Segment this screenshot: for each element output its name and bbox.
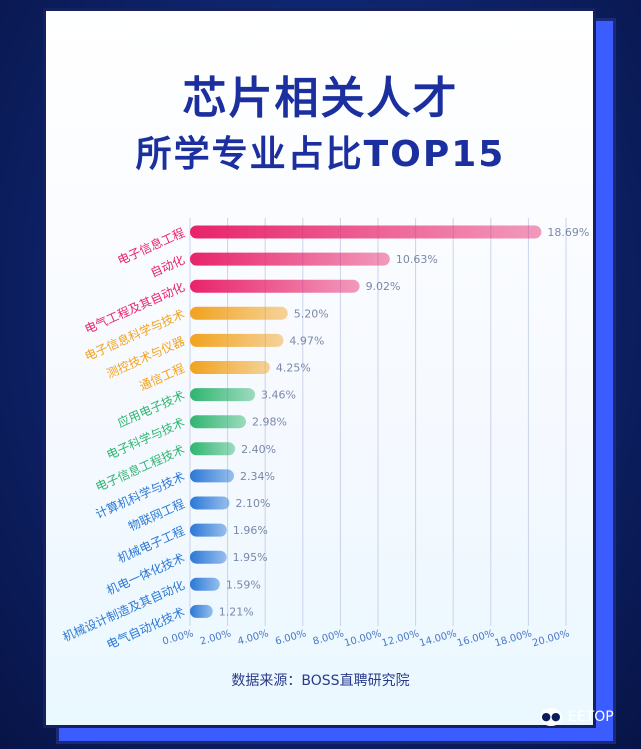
bar <box>190 306 288 320</box>
x-tick-label: 16.00% <box>456 628 496 649</box>
value-label: 1.59% <box>226 578 261 591</box>
chart-subtitle: 所学专业占比TOP15 <box>135 134 506 175</box>
value-label: 10.63% <box>396 253 438 266</box>
value-label: 2.98% <box>252 416 287 429</box>
bar <box>190 496 230 510</box>
bar <box>190 279 360 293</box>
value-label: 4.97% <box>289 334 324 347</box>
bar <box>190 361 270 374</box>
value-label: 9.02% <box>366 280 401 293</box>
logo-text: EETOP <box>568 709 614 725</box>
bar <box>190 442 236 456</box>
value-label: 4.25% <box>276 362 311 375</box>
bar <box>190 252 390 266</box>
x-tick-label: 8.00% <box>312 628 346 647</box>
grid <box>189 218 567 626</box>
category-label: 自动化 <box>148 253 187 280</box>
bar <box>190 550 227 564</box>
category-labels: 电子信息工程自动化电气工程及其自动化电子信息科学与技术测控技术与仪器通信工程应用… <box>60 225 187 652</box>
value-label: 3.46% <box>261 389 296 402</box>
value-label: 2.34% <box>240 470 275 483</box>
x-tick-label: 18.00% <box>494 628 534 649</box>
value-label: 1.96% <box>233 524 268 537</box>
bars <box>190 225 542 618</box>
bar <box>190 577 220 591</box>
x-tick-label: 20.00% <box>531 628 571 649</box>
bar <box>190 388 256 402</box>
x-tick-label: 12.00% <box>381 628 421 649</box>
x-tick-labels: 0.00% 2.00% 4.00% 6.00% 8.00%10.00%12.00%14.… <box>161 628 571 649</box>
x-tick-label: 14.00% <box>418 628 458 649</box>
value-label: 1.21% <box>219 605 254 618</box>
x-tick-label: 6.00% <box>274 628 308 647</box>
bar <box>190 604 213 618</box>
value-label: 5.20% <box>294 307 329 320</box>
wechat-icon: ●● <box>540 708 562 726</box>
x-tick-label: 2.00% <box>199 628 233 647</box>
card <box>43 8 596 728</box>
value-label: 1.95% <box>233 551 268 564</box>
value-label: 2.40% <box>241 443 276 456</box>
wechat-logo: ●● EETOP <box>540 708 614 726</box>
x-tick-label: 10.00% <box>343 628 383 649</box>
bar <box>190 415 247 429</box>
x-tick-label: 4.00% <box>236 628 270 647</box>
value-label: 2.10% <box>235 497 270 510</box>
x-tick-label: 0.00% <box>161 628 195 647</box>
bar <box>190 523 227 537</box>
value-labels: 18.69% 10.63% 9.02% 5.20% 4.97% 4.25% 3.46% 2.9… <box>219 226 590 618</box>
value-label: 18.69% <box>547 226 589 239</box>
bar <box>190 469 234 483</box>
bar <box>190 333 284 347</box>
data-source: 数据来源：BOSS直聘研究院 <box>231 673 410 689</box>
bar <box>190 225 542 239</box>
chart-title: 芯片相关人才 <box>182 73 459 124</box>
